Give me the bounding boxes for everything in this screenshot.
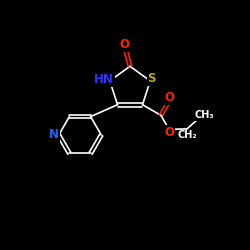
Text: N: N [49, 128, 59, 141]
Text: CH₃: CH₃ [194, 110, 214, 120]
Text: HN: HN [94, 73, 114, 86]
Text: O: O [164, 91, 174, 104]
Text: O: O [120, 38, 130, 51]
Text: CH₂: CH₂ [178, 130, 197, 140]
Text: O: O [165, 126, 175, 139]
Text: S: S [147, 72, 156, 86]
